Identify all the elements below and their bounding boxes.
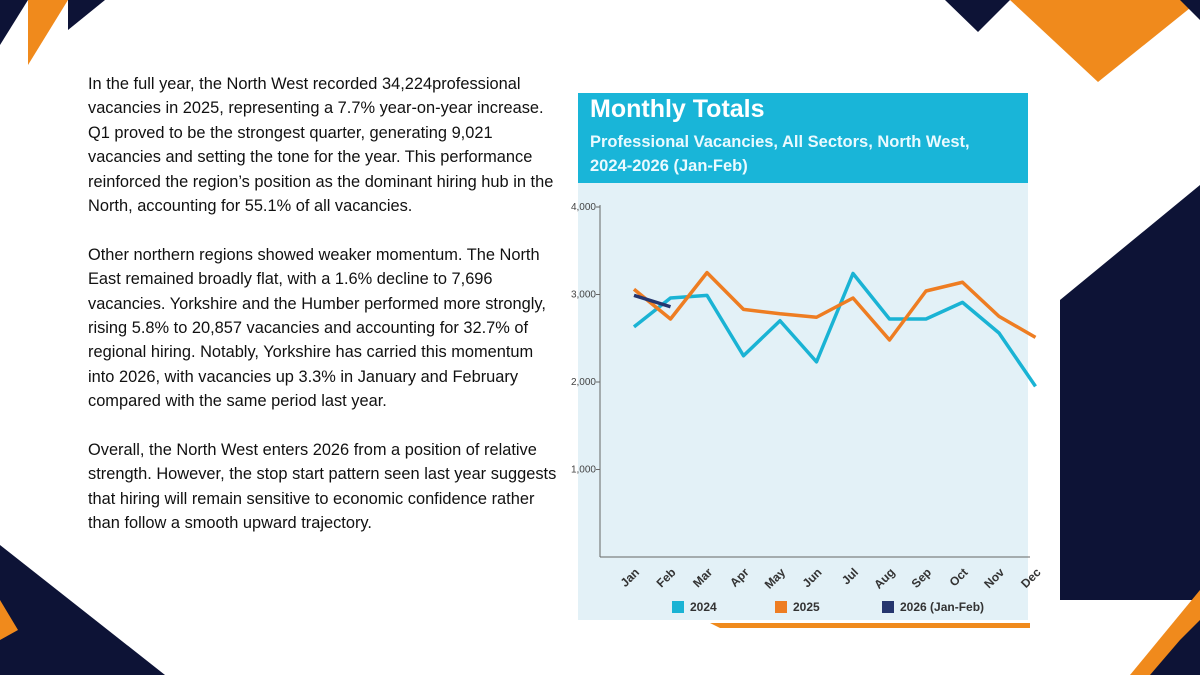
x-tick-label: Apr [727,565,752,590]
x-tick-label: Dec [1018,565,1044,591]
corner-shape [945,0,1010,32]
legend-label: 2024 [690,600,717,614]
x-tick-label: Mar [690,565,715,590]
corner-shape [0,545,165,675]
paragraph: In the full year, the North West recorde… [88,75,554,216]
corner-shape [68,0,105,30]
chart-subtitle: Professional Vacancies, All Sectors, Nor… [590,133,970,175]
corner-shape [28,0,68,65]
corner-shape [1010,0,1200,82]
corner-shape [1150,620,1200,675]
x-tick-label: Jun [800,565,825,590]
legend-label: 2026 (Jan-Feb) [900,600,984,614]
x-tick-label: Feb [654,565,679,590]
y-tick-label: 2,000 [571,377,596,388]
corner-shape [0,0,28,45]
x-tick-label: Jul [839,565,861,587]
legend-swatch [882,601,894,613]
legend-swatch [775,601,787,613]
paragraph: Overall, the North West enters 2026 from… [88,441,557,533]
y-tick-label: 1,000 [571,465,596,476]
series-line [632,270,1037,342]
corner-shape [0,600,18,640]
series-line [632,271,1037,388]
y-tick-label: 4,000 [571,202,596,213]
corner-shape [1180,0,1200,20]
series-line [633,293,672,309]
x-tick-label: May [762,565,789,592]
side-shape [1060,185,1200,600]
plot-background [578,183,1028,620]
y-tick-label: 3,000 [571,290,596,301]
legend-swatch [672,601,684,613]
x-tick-label: Aug [871,565,897,591]
x-tick-label: Jan [618,565,643,590]
x-tick-label: Sep [909,565,934,590]
chart-title: Monthly Totals [590,95,765,123]
legend-label: 2025 [793,600,820,614]
x-tick-label: Oct [947,565,971,589]
x-tick-label: Nov [981,565,1007,591]
underline [710,623,1030,628]
paragraph: Other northern regions showed weaker mom… [88,245,546,411]
body-text: In the full year, the North West recorde… [88,72,560,560]
chart-header: Monthly Totals Professional Vacancies, A… [578,93,1028,183]
